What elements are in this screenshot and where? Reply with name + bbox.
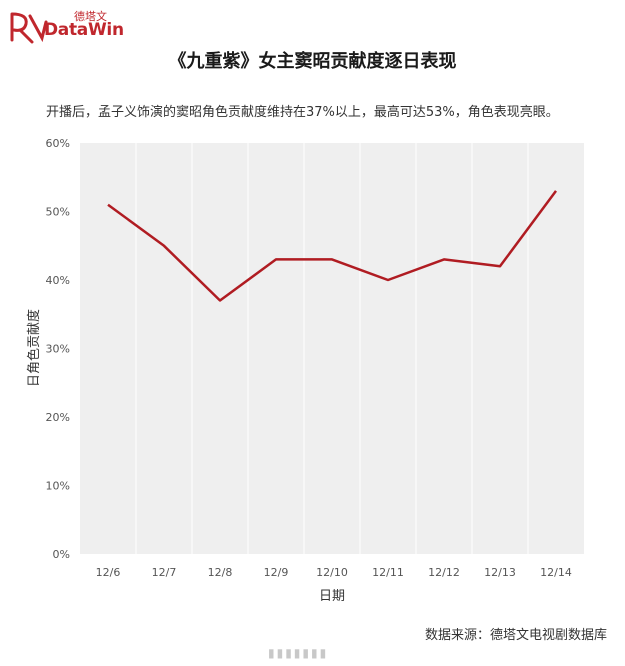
y-tick-label: 10%	[46, 480, 70, 493]
grid-lines	[135, 143, 529, 554]
y-tick-label: 60%	[46, 137, 70, 150]
y-tick-label: 40%	[46, 274, 70, 287]
x-axis-label: 日期	[319, 589, 345, 604]
x-tick-label: 12/14	[540, 566, 572, 579]
plot-area	[80, 143, 584, 554]
datawin-logo-icon	[10, 12, 48, 44]
data-source: 数据来源：德塔文电视剧数据库	[424, 628, 607, 643]
series-line	[107, 190, 558, 302]
logo-en-text: DataWin	[44, 20, 124, 40]
x-tick-label: 12/7	[152, 566, 177, 579]
watermark: ▮▮▮▮▮▮▮	[268, 646, 329, 660]
y-axis-label: 日角色贡献度	[26, 309, 42, 387]
x-tick-label: 12/8	[208, 566, 233, 579]
logo-cn-text: 德塔文	[74, 10, 107, 23]
x-tick-labels: 12/6 12/7 12/8 12/9 12/10 12/11 12/12 12/13 12/1…	[96, 566, 572, 579]
x-tick-label: 12/6	[96, 566, 121, 579]
y-tick-label: 0%	[53, 548, 70, 561]
chart-title: 《九重紫》女主窦昭贡献度逐日表现	[168, 51, 457, 72]
y-tick-label: 20%	[46, 411, 70, 424]
x-tick-label: 12/13	[484, 566, 516, 579]
y-tick-label: 50%	[46, 206, 70, 219]
y-tick-label: 30%	[46, 343, 70, 356]
x-tick-label: 12/10	[316, 566, 348, 579]
x-tick-label: 12/11	[372, 566, 404, 579]
x-tick-label: 12/9	[264, 566, 289, 579]
chart-subtitle: 开播后，孟子义饰演的窦昭角色贡献度维持在37%以上，最高可达53%，角色表现亮眼…	[46, 105, 559, 120]
x-tick-label: 12/12	[428, 566, 460, 579]
y-tick-labels: 0% 10% 20% 30% 40% 50% 60%	[46, 137, 70, 561]
